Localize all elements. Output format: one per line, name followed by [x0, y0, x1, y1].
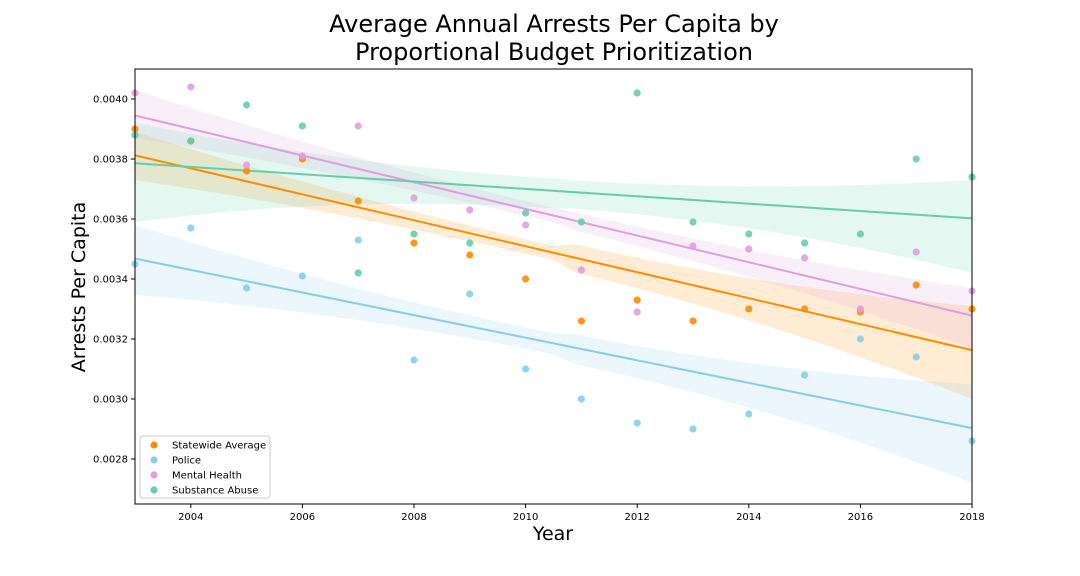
point-mental-health-2015 — [801, 254, 809, 262]
point-statewide-average-2010 — [522, 275, 530, 283]
x-tick-label: 2014 — [736, 512, 761, 523]
point-police-2016 — [856, 335, 865, 343]
legend-label-police: Police — [172, 456, 201, 467]
point-mental-health-2009 — [466, 206, 474, 214]
point-substance-abuse-2006 — [298, 122, 306, 130]
x-tick-label: 2006 — [290, 512, 315, 523]
point-police-2013 — [689, 425, 697, 433]
point-mental-health-2007 — [354, 122, 362, 130]
point-mental-health-2006 — [298, 152, 306, 160]
fit-line-substance-abuse — [134, 162, 973, 220]
x-tick-label: 2018 — [959, 512, 984, 523]
legend-marker-mental-health — [150, 471, 158, 479]
point-statewide-average-2015 — [801, 305, 809, 313]
point-substance-abuse-2017 — [912, 155, 920, 163]
point-statewide-average-2013 — [689, 317, 697, 325]
y-tick-label: 0.0038 — [93, 155, 128, 166]
point-statewide-average-2012 — [633, 296, 641, 304]
point-police-2014 — [745, 410, 753, 418]
point-police-2010 — [522, 365, 530, 373]
point-statewide-average-2011 — [577, 317, 586, 325]
point-statewide-average-2009 — [466, 251, 474, 259]
point-police-2017 — [912, 353, 920, 361]
point-substance-abuse-2014 — [745, 230, 753, 238]
y-tick-label: 0.0036 — [93, 215, 128, 226]
x-tick-label: 2012 — [624, 512, 649, 523]
legend-marker-police — [150, 456, 158, 464]
point-mental-health-2016 — [856, 305, 865, 313]
ci-band-police — [135, 225, 972, 483]
point-substance-abuse-2005 — [243, 101, 251, 109]
point-mental-health-2012 — [633, 308, 641, 316]
point-substance-abuse-2009 — [466, 239, 474, 247]
x-axis-ticks: 2004 2006 2008 2010 2012 2014 2016 2018 — [178, 504, 985, 523]
y-axis-ticks: 0.0028 0.0030 0.0032 0.0034 0.0036 0.0038 0.00… — [93, 95, 135, 466]
x-tick-label: 2010 — [513, 512, 538, 523]
plot-frame — [134, 68, 973, 505]
point-mental-health-2011 — [577, 266, 586, 274]
point-statewide-average-2005 — [243, 167, 251, 175]
legend-label-statewide-average: Statewide Average — [172, 441, 266, 452]
legend: Statewide Average Police Mental Health Subs… — [139, 435, 271, 499]
point-police-2011 — [577, 395, 586, 403]
y-axis-label: Arrests Per Capita — [68, 202, 90, 373]
confidence-bands — [135, 90, 972, 483]
x-tick-label: 2004 — [178, 512, 203, 523]
x-tick-label: 2016 — [848, 512, 873, 523]
point-statewide-average-2007 — [354, 197, 362, 205]
y-tick-label: 0.0032 — [93, 335, 128, 346]
ci-band-statewide-average — [135, 132, 972, 399]
y-tick-label: 0.0040 — [93, 95, 128, 106]
point-substance-abuse-2010 — [522, 209, 530, 217]
point-substance-abuse-2008 — [410, 230, 418, 238]
point-substance-abuse-2011 — [577, 218, 586, 226]
y-tick-label: 0.0030 — [93, 395, 128, 406]
x-axis-label: Year — [532, 523, 573, 545]
legend-marker-substance-abuse — [150, 486, 158, 494]
y-tick-label: 0.0034 — [93, 275, 128, 286]
fit-line-mental-health — [134, 114, 973, 317]
point-mental-health-2013 — [689, 242, 697, 250]
point-statewide-average-2017 — [912, 281, 920, 289]
regression-lines — [134, 114, 973, 430]
ci-band-substance-abuse — [135, 123, 972, 273]
point-substance-abuse-2013 — [689, 218, 697, 226]
chart-title: Average Annual Arrests Per Capita by Pro… — [329, 10, 779, 66]
legend-label-mental-health: Mental Health — [172, 471, 242, 482]
point-substance-abuse-2016 — [856, 230, 865, 238]
point-substance-abuse-2015 — [801, 239, 809, 247]
fit-line-police — [134, 257, 973, 430]
point-police-2005 — [243, 284, 251, 292]
point-substance-abuse-2007 — [354, 269, 362, 277]
point-mental-health-2005 — [243, 161, 251, 169]
point-mental-health-2014 — [745, 245, 753, 253]
point-substance-abuse-2012 — [633, 89, 641, 97]
point-police-2008 — [410, 356, 418, 364]
point-mental-health-2008 — [410, 194, 418, 202]
point-mental-health-2004 — [187, 83, 195, 91]
point-statewide-average-2014 — [745, 305, 753, 313]
point-police-2012 — [633, 419, 641, 427]
ci-band-mental-health — [135, 90, 972, 348]
point-police-2007 — [354, 236, 362, 244]
point-mental-health-2017 — [912, 248, 920, 256]
legend-marker-statewide-average — [150, 441, 158, 449]
point-mental-health-2010 — [522, 221, 530, 229]
y-tick-label: 0.0028 — [93, 455, 128, 466]
fit-line-statewide-average — [134, 154, 973, 352]
point-statewide-average-2008 — [410, 239, 418, 247]
x-tick-label: 2008 — [401, 512, 426, 523]
point-police-2015 — [801, 371, 809, 379]
point-substance-abuse-2004 — [187, 137, 195, 145]
legend-box — [139, 435, 271, 499]
point-police-2004 — [187, 224, 195, 232]
legend-label-substance-abuse: Substance Abuse — [172, 486, 258, 497]
point-police-2006 — [298, 272, 306, 280]
point-police-2009 — [466, 290, 474, 298]
